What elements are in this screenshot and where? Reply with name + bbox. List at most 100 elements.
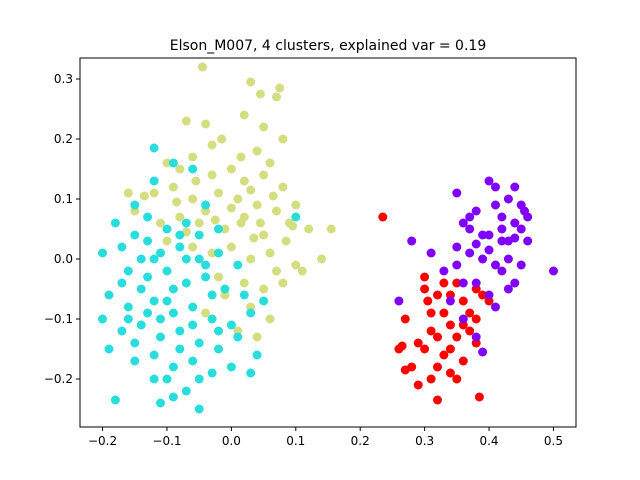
data-point-series-3 xyxy=(471,239,481,249)
data-point-series-1 xyxy=(123,314,133,324)
data-point-series-0 xyxy=(226,164,236,174)
data-point-series-0 xyxy=(194,218,204,228)
data-point-series-0 xyxy=(207,170,217,180)
data-point-series-3 xyxy=(503,254,513,264)
data-point-series-1 xyxy=(136,254,146,264)
data-point-series-1 xyxy=(110,218,120,228)
data-point-series-1 xyxy=(143,236,153,246)
data-point-series-3 xyxy=(491,182,500,192)
data-point-series-1 xyxy=(214,224,223,234)
data-point-series-3 xyxy=(458,278,468,288)
data-point-series-0 xyxy=(162,158,172,168)
data-point-series-0 xyxy=(259,170,269,180)
data-point-series-3 xyxy=(458,218,468,228)
data-point-series-1 xyxy=(214,326,223,336)
data-point-series-0 xyxy=(246,77,256,87)
data-point-series-1 xyxy=(181,254,191,264)
data-point-series-1 xyxy=(149,374,159,384)
data-point-series-3 xyxy=(407,236,417,246)
points-layer xyxy=(98,62,558,414)
y-tick-label: −0.2 xyxy=(44,372,73,386)
data-point-series-0 xyxy=(217,134,227,144)
data-point-series-0 xyxy=(275,83,285,93)
data-point-series-2 xyxy=(400,314,410,324)
data-point-series-1 xyxy=(143,212,153,222)
data-point-series-0 xyxy=(236,218,246,228)
data-point-series-0 xyxy=(278,134,288,144)
data-point-series-0 xyxy=(272,92,281,102)
data-point-series-2 xyxy=(452,332,462,342)
data-point-series-0 xyxy=(265,248,275,258)
data-point-series-2 xyxy=(426,308,436,318)
data-point-series-0 xyxy=(214,188,223,198)
data-point-series-2 xyxy=(378,212,388,222)
data-point-series-3 xyxy=(549,266,558,276)
data-point-series-1 xyxy=(259,296,269,306)
data-point-series-0 xyxy=(201,308,211,318)
data-point-series-0 xyxy=(317,254,327,264)
data-point-series-1 xyxy=(233,332,243,342)
data-point-series-2 xyxy=(420,284,430,294)
x-tick-label: 0.2 xyxy=(351,434,370,448)
data-point-series-3 xyxy=(497,212,507,222)
chart-title: Elson_M007, 4 clusters, explained var = … xyxy=(170,38,486,54)
data-point-series-3 xyxy=(484,176,494,186)
data-point-series-1 xyxy=(201,272,211,282)
data-point-series-1 xyxy=(149,296,159,306)
data-point-series-1 xyxy=(168,392,178,402)
data-point-series-1 xyxy=(226,362,236,372)
data-point-series-1 xyxy=(194,338,204,348)
data-point-series-2 xyxy=(445,344,455,354)
data-point-series-0 xyxy=(188,242,198,252)
data-point-series-0 xyxy=(265,158,275,168)
data-point-series-1 xyxy=(130,338,140,348)
data-point-series-0 xyxy=(123,188,133,198)
data-point-series-0 xyxy=(304,224,314,234)
data-point-series-0 xyxy=(188,194,198,204)
x-tick-label: 0.1 xyxy=(286,434,305,448)
data-point-series-0 xyxy=(239,110,249,120)
data-point-series-1 xyxy=(162,224,172,234)
data-point-series-1 xyxy=(175,230,185,240)
data-point-series-0 xyxy=(156,218,165,228)
x-tick-label: 0.4 xyxy=(479,434,498,448)
data-point-series-3 xyxy=(458,314,468,324)
data-point-series-2 xyxy=(439,350,449,360)
data-point-series-1 xyxy=(168,362,178,372)
data-point-series-2 xyxy=(445,320,455,330)
data-point-series-2 xyxy=(478,290,488,300)
data-point-series-1 xyxy=(194,374,204,384)
data-point-series-1 xyxy=(143,272,153,282)
data-point-series-1 xyxy=(104,290,114,300)
data-point-series-1 xyxy=(188,164,198,174)
data-point-series-0 xyxy=(265,314,275,324)
y-tick-label: 0.1 xyxy=(54,192,73,206)
data-point-series-0 xyxy=(297,266,307,276)
data-point-series-1 xyxy=(175,326,185,336)
data-point-series-3 xyxy=(510,182,520,192)
data-point-series-2 xyxy=(423,296,433,306)
data-point-series-3 xyxy=(484,290,494,300)
data-point-series-1 xyxy=(156,248,165,258)
data-point-series-1 xyxy=(162,296,172,306)
data-point-series-2 xyxy=(439,278,449,288)
data-point-series-2 xyxy=(445,368,455,378)
data-point-series-1 xyxy=(168,158,178,168)
data-point-series-1 xyxy=(117,278,127,288)
data-point-series-3 xyxy=(497,224,507,234)
data-point-series-0 xyxy=(278,182,288,192)
data-point-series-3 xyxy=(484,230,494,240)
data-point-series-2 xyxy=(433,395,442,405)
data-point-series-0 xyxy=(149,188,159,198)
data-point-series-1 xyxy=(156,398,165,408)
data-point-series-0 xyxy=(236,152,246,162)
x-tick-label: 0.0 xyxy=(222,434,241,448)
data-point-series-3 xyxy=(394,296,404,306)
data-point-series-1 xyxy=(162,266,172,276)
data-point-series-1 xyxy=(214,248,223,258)
data-point-series-0 xyxy=(162,236,172,246)
data-point-series-1 xyxy=(239,290,249,300)
data-point-series-0 xyxy=(252,200,262,210)
data-point-series-3 xyxy=(452,260,462,270)
data-point-series-0 xyxy=(268,191,278,201)
